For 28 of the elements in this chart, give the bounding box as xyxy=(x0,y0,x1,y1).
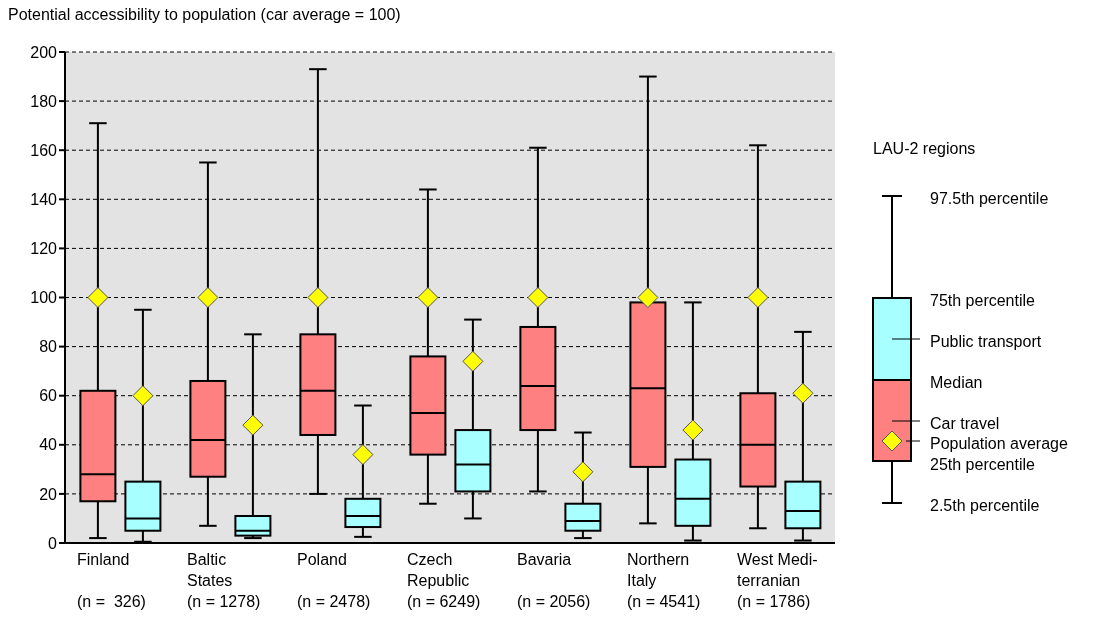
y-tick-label: 40 xyxy=(39,436,58,454)
y-tick-label: 140 xyxy=(30,190,58,208)
y-tick-label: 180 xyxy=(30,92,58,110)
x-tick-label: Baltic States (n = 1278) xyxy=(187,551,261,610)
category-label: Bavaria (n = 2056) xyxy=(517,551,591,610)
legend-label: Public transport xyxy=(930,333,1042,350)
y-tick-label: 20 xyxy=(39,485,58,503)
text: 97.5th percentile xyxy=(930,190,1049,207)
legend-title: LAU-2 regions xyxy=(873,140,976,157)
text: Population average xyxy=(930,435,1068,452)
y-tick-label: 200 xyxy=(30,43,58,61)
x-tick-label: Czech Republic (n = 6249) xyxy=(407,551,481,610)
x-tick-label: Northern Italy (n = 4541) xyxy=(627,551,701,610)
y-tick-label: 0 xyxy=(48,534,58,552)
text: 2.5th percentile xyxy=(930,497,1040,514)
category-label: Finland (n = 326) xyxy=(77,551,146,610)
legend-label: Car travel xyxy=(930,415,1000,432)
y-tick-label: 60 xyxy=(39,387,58,405)
y-axis-title: Potential accessibility to population (car average = 100) xyxy=(8,6,401,24)
y-tick-label: 100 xyxy=(30,289,58,307)
text: 75th percentile xyxy=(930,292,1036,309)
x-tick-label: West Medi- terranian (n = 1786) xyxy=(737,551,818,610)
y-tick-label: 120 xyxy=(30,240,58,258)
y-tick-label: 80 xyxy=(39,338,58,356)
category-label: Poland (n = 2478) xyxy=(297,551,371,610)
text: Median xyxy=(930,374,983,391)
y-tick-label: 160 xyxy=(30,141,58,159)
text: 25th percentile xyxy=(930,456,1036,473)
